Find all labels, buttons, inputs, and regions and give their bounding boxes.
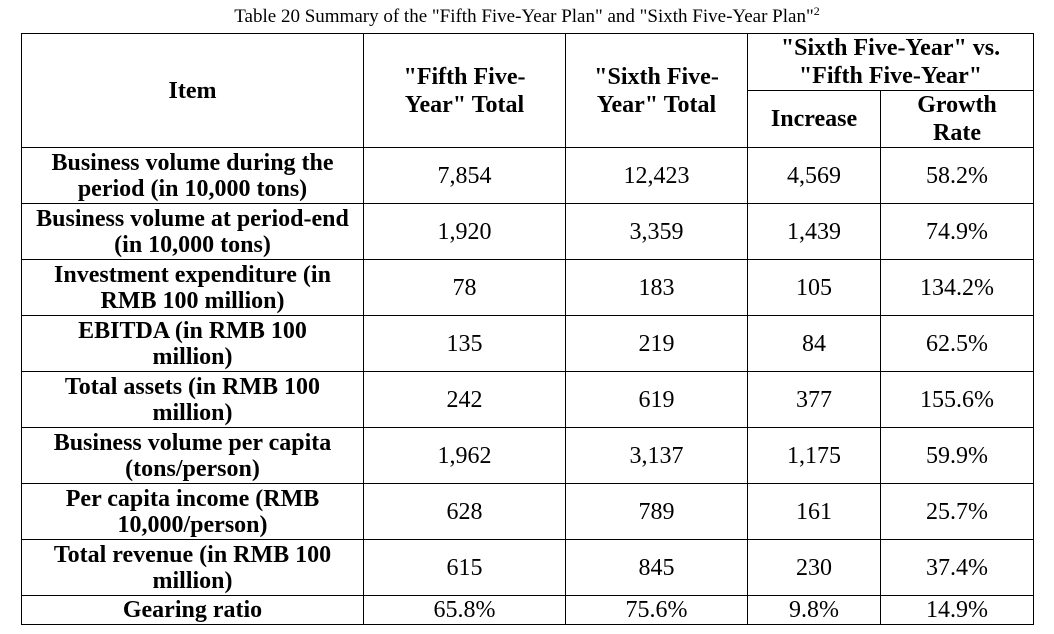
sixth-total-cell: 12,423 — [565, 147, 748, 204]
table-row: Total revenue (in RMB 100 million) 615 8… — [21, 539, 1034, 596]
row-item: Business volume per capita (tons/person) — [21, 427, 364, 484]
sixth-total-cell: 789 — [565, 483, 748, 540]
table-row: Investment expenditure (in RMB 100 milli… — [21, 259, 1034, 316]
increase-cell: 1,439 — [747, 203, 881, 260]
growth-rate-cell: 74.9% — [880, 203, 1034, 260]
row-item: Gearing ratio — [21, 595, 364, 625]
growth-rate-cell: 37.4% — [880, 539, 1034, 596]
fifth-total-cell: 615 — [363, 539, 566, 596]
subheader-row: Increase Growth Rate — [22, 90, 1034, 148]
increase-cell: 1,175 — [747, 427, 881, 484]
table-row: Per capita income (RMB 10,000/person) 62… — [21, 483, 1034, 540]
fifth-total-cell: 7,854 — [363, 147, 566, 204]
fifth-total-cell: 242 — [363, 371, 566, 428]
table-row: Business volume during the period (in 10… — [21, 147, 1034, 204]
summary-table: Item "Fifth Five-Year" Total "Sixth Five… — [21, 33, 1034, 625]
row-item: EBITDA (in RMB 100 million) — [21, 315, 364, 372]
caption-footnote-marker: 2 — [813, 4, 820, 18]
growth-rate-cell: 134.2% — [880, 259, 1034, 316]
increase-cell: 105 — [747, 259, 881, 316]
header-increase: Increase — [747, 90, 881, 148]
table-caption: Table 20 Summary of the "Fifth Five-Year… — [0, 4, 1054, 28]
increase-cell: 230 — [747, 539, 881, 596]
table-row: EBITDA (in RMB 100 million) 135 219 84 6… — [21, 315, 1034, 372]
increase-cell: 9.8% — [747, 595, 881, 625]
caption-text: Table 20 Summary of the "Fifth Five-Year… — [234, 6, 814, 27]
growth-rate-cell: 59.9% — [880, 427, 1034, 484]
table-row: Total assets (in RMB 100 million) 242 61… — [21, 371, 1034, 428]
table-row: Business volume at period-end (in 10,000… — [21, 203, 1034, 260]
fifth-total-cell: 1,962 — [363, 427, 566, 484]
fifth-total-cell: 628 — [363, 483, 566, 540]
growth-rate-cell: 62.5% — [880, 315, 1034, 372]
header-sixth-total: "Sixth Five-Year" Total — [565, 33, 748, 148]
fifth-total-cell: 135 — [363, 315, 566, 372]
sixth-total-cell: 845 — [565, 539, 748, 596]
row-item: Business volume during the period (in 10… — [21, 147, 364, 204]
growth-rate-cell: 14.9% — [880, 595, 1034, 625]
fifth-total-cell: 65.8% — [363, 595, 566, 625]
increase-cell: 4,569 — [747, 147, 881, 204]
growth-rate-cell: 25.7% — [880, 483, 1034, 540]
fifth-total-cell: 1,920 — [363, 203, 566, 260]
sixth-total-cell: 3,137 — [565, 427, 748, 484]
sixth-total-cell: 619 — [565, 371, 748, 428]
row-item: Total revenue (in RMB 100 million) — [21, 539, 364, 596]
growth-rate-cell: 58.2% — [880, 147, 1034, 204]
increase-cell: 84 — [747, 315, 881, 372]
sixth-total-cell: 3,359 — [565, 203, 748, 260]
table-row: Business volume per capita (tons/person)… — [21, 427, 1034, 484]
header-fifth-total: "Fifth Five-Year" Total — [363, 33, 566, 148]
header-item: Item — [21, 33, 364, 148]
row-item: Per capita income (RMB 10,000/person) — [21, 483, 364, 540]
sixth-total-cell: 183 — [565, 259, 748, 316]
increase-cell: 377 — [747, 371, 881, 428]
header-comparison: "Sixth Five-Year" vs. "Fifth Five-Year" — [747, 33, 1034, 91]
growth-rate-cell: 155.6% — [880, 371, 1034, 428]
increase-cell: 161 — [747, 483, 881, 540]
table-row: Gearing ratio 65.8% 75.6% 9.8% 14.9% — [21, 595, 1034, 625]
header-row: Item "Fifth Five-Year" Total "Sixth Five… — [21, 33, 1034, 148]
header-growth-rate: Growth Rate — [880, 90, 1034, 148]
row-item: Investment expenditure (in RMB 100 milli… — [21, 259, 364, 316]
row-item: Total assets (in RMB 100 million) — [21, 371, 364, 428]
fifth-total-cell: 78 — [363, 259, 566, 316]
sixth-total-cell: 75.6% — [565, 595, 748, 625]
sixth-total-cell: 219 — [565, 315, 748, 372]
row-item: Business volume at period-end (in 10,000… — [21, 203, 364, 260]
